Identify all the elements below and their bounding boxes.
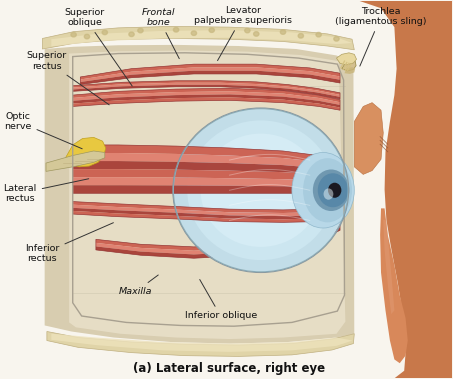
Polygon shape [7, 1, 452, 378]
Circle shape [245, 28, 250, 33]
Polygon shape [73, 185, 340, 193]
Polygon shape [73, 161, 340, 177]
Text: Lateral
rectus: Lateral rectus [4, 179, 89, 203]
Text: Optic
nerve: Optic nerve [4, 112, 82, 149]
Polygon shape [73, 81, 340, 95]
Polygon shape [69, 50, 345, 339]
Polygon shape [73, 88, 340, 102]
Text: Maxilla: Maxilla [119, 275, 158, 296]
Polygon shape [47, 332, 354, 356]
Circle shape [71, 33, 76, 37]
Text: (a) Lateral surface, right eye: (a) Lateral surface, right eye [134, 362, 326, 375]
Polygon shape [73, 177, 340, 188]
Polygon shape [43, 27, 354, 50]
Text: Superior
rectus: Superior rectus [27, 52, 109, 105]
Polygon shape [73, 202, 340, 213]
Circle shape [173, 28, 179, 32]
Circle shape [84, 34, 90, 39]
Ellipse shape [328, 183, 342, 198]
Text: Superior
oblique: Superior oblique [65, 8, 132, 86]
Ellipse shape [187, 121, 334, 260]
Ellipse shape [318, 173, 348, 207]
Circle shape [254, 32, 259, 36]
Polygon shape [45, 45, 354, 344]
Circle shape [209, 28, 214, 33]
Circle shape [316, 33, 321, 37]
Polygon shape [80, 67, 340, 82]
Ellipse shape [323, 188, 333, 200]
Polygon shape [354, 103, 383, 174]
Ellipse shape [313, 169, 349, 211]
Polygon shape [73, 94, 340, 108]
Polygon shape [383, 220, 395, 314]
Ellipse shape [292, 152, 354, 228]
Polygon shape [342, 60, 356, 71]
Polygon shape [337, 53, 357, 65]
Polygon shape [73, 211, 340, 222]
Text: Levator
palpebrae superioris: Levator palpebrae superioris [194, 6, 292, 61]
Circle shape [298, 34, 304, 38]
Polygon shape [73, 169, 340, 182]
Polygon shape [359, 1, 452, 378]
Polygon shape [65, 138, 106, 167]
Polygon shape [73, 153, 340, 171]
Text: Frontal
bone: Frontal bone [141, 8, 179, 59]
Circle shape [280, 30, 286, 34]
Circle shape [102, 30, 107, 35]
Text: Trochlea
(ligamentous sling): Trochlea (ligamentous sling) [335, 7, 427, 66]
Circle shape [138, 28, 143, 33]
Polygon shape [344, 67, 355, 74]
Ellipse shape [174, 109, 347, 271]
Polygon shape [73, 208, 340, 219]
Polygon shape [80, 70, 340, 85]
Circle shape [334, 36, 339, 41]
Polygon shape [96, 220, 340, 251]
Polygon shape [96, 227, 340, 258]
Ellipse shape [201, 134, 321, 247]
Text: Inferior oblique: Inferior oblique [184, 280, 257, 321]
Polygon shape [73, 91, 340, 105]
Circle shape [191, 31, 197, 35]
Polygon shape [80, 64, 340, 80]
Polygon shape [73, 83, 340, 97]
Polygon shape [96, 223, 340, 254]
Polygon shape [73, 205, 340, 216]
Polygon shape [73, 145, 340, 166]
Polygon shape [73, 97, 340, 110]
Polygon shape [51, 334, 352, 352]
Ellipse shape [303, 158, 352, 222]
Polygon shape [51, 30, 352, 46]
Polygon shape [46, 151, 105, 171]
Circle shape [129, 32, 134, 36]
Polygon shape [73, 85, 340, 99]
Polygon shape [380, 208, 408, 363]
Text: Inferior
rectus: Inferior rectus [25, 223, 113, 263]
